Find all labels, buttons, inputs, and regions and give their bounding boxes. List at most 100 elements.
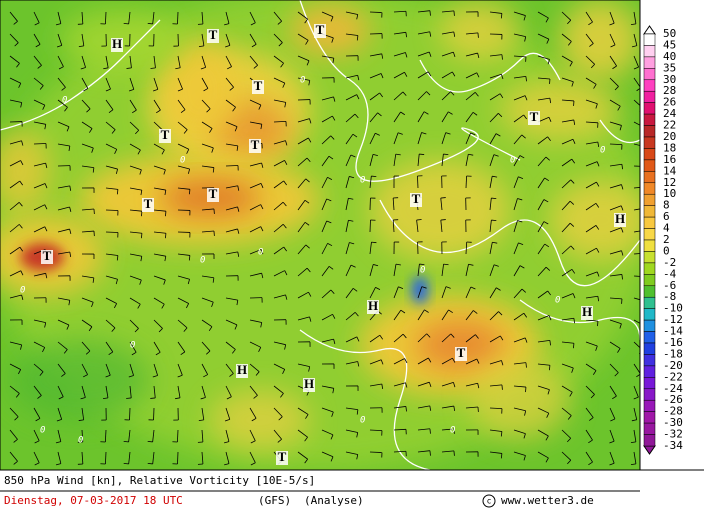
wind-barb — [345, 113, 356, 123]
wind-barb-flag — [379, 92, 383, 98]
wind-barb-flag — [614, 372, 619, 377]
pressure-label: H — [582, 304, 592, 319]
wind-barb — [57, 251, 70, 255]
wind-barb-flag — [523, 114, 527, 120]
wind-barb — [81, 165, 94, 169]
wind-barb — [345, 74, 358, 79]
wind-barb — [345, 94, 357, 101]
wind-barb — [321, 429, 334, 436]
wind-barb-flag — [225, 44, 231, 48]
pressure-label-bg — [581, 306, 593, 320]
wind-barb-flag — [88, 326, 93, 332]
wind-barb-flag — [330, 16, 334, 22]
wind-barb-flag — [250, 22, 256, 26]
wind-barb-flag — [304, 221, 310, 226]
wind-barb-flag — [349, 176, 355, 179]
wind-barb — [441, 31, 454, 35]
wind-barb-flag — [13, 460, 18, 465]
wind-barb-flag — [429, 382, 432, 388]
pressure-label-bg — [276, 451, 288, 465]
wind-barb-flag — [597, 296, 600, 302]
wind-barb — [345, 220, 349, 233]
colorbar-box — [643, 68, 656, 81]
wind-barb-flag — [421, 286, 427, 289]
wind-barb-flag — [260, 322, 263, 328]
wind-barb — [33, 121, 46, 125]
wind-barb — [177, 187, 190, 190]
wind-barb-flag — [237, 228, 240, 234]
wind-barb — [609, 451, 615, 464]
wind-barb-flag — [630, 441, 636, 444]
wind-barb-flag — [306, 157, 311, 163]
wind-barb-flag — [123, 22, 129, 25]
wind-barb-flag — [131, 351, 137, 356]
wind-barb — [465, 175, 467, 189]
colorbar-label: -6 — [663, 279, 676, 292]
wind-barb-flag — [573, 119, 576, 125]
wind-barb-flag — [428, 357, 432, 363]
wind-barb — [177, 55, 181, 68]
colorbar-label: 18 — [663, 141, 676, 154]
wind-barb — [585, 225, 597, 233]
wind-barb — [201, 341, 211, 352]
wind-barb — [177, 363, 183, 376]
wind-barb — [225, 363, 234, 374]
wind-barb — [513, 362, 526, 365]
wind-barb — [9, 224, 20, 233]
wind-barb-flag — [398, 286, 404, 289]
wind-barb — [33, 11, 40, 23]
wind-barb — [609, 33, 616, 46]
wind-barb-flag — [277, 438, 282, 443]
wind-barb — [81, 275, 94, 279]
vorticity-area — [440, 0, 520, 60]
wind-barb-flag — [404, 72, 408, 77]
wind-barb — [321, 338, 334, 343]
wind-barb-flag — [188, 189, 191, 195]
wind-barb — [561, 429, 571, 439]
wind-barb-flag — [183, 327, 188, 332]
wind-barb-flag — [524, 410, 527, 416]
wind-barb — [561, 293, 574, 299]
wind-barb-flag — [595, 203, 600, 208]
wind-barb — [9, 407, 19, 418]
wind-barb-flag — [69, 185, 72, 191]
colorbar-box — [643, 342, 656, 355]
wind-barb — [321, 266, 330, 277]
wind-barb — [345, 288, 354, 299]
colorbar-box — [643, 434, 656, 447]
wind-barb — [585, 271, 598, 277]
wind-barb — [537, 340, 550, 343]
wind-barb-flag — [636, 87, 640, 92]
wind-barb-flag — [405, 52, 408, 58]
wind-barb-flag — [590, 63, 595, 69]
wind-barb — [153, 121, 164, 131]
wind-barb-flag — [549, 365, 551, 371]
wind-barb-flag — [330, 434, 334, 440]
wind-barb-flag — [69, 251, 72, 258]
wind-barb-flag — [567, 41, 572, 46]
wind-barb — [57, 363, 66, 374]
wind-barb — [81, 121, 93, 129]
wind-barb-flag — [37, 395, 42, 399]
wind-barb-flag — [140, 256, 143, 262]
wind-barb — [609, 121, 622, 126]
wind-barb-flag — [226, 66, 232, 70]
wind-barb — [129, 77, 135, 90]
wind-barb — [177, 451, 179, 465]
vorticity-area — [10, 340, 150, 420]
wind-barb — [33, 272, 46, 277]
wind-barb — [57, 319, 70, 326]
wind-barb-flag — [610, 44, 616, 48]
colorbar-label: -24 — [663, 382, 683, 395]
wind-barb — [489, 133, 497, 145]
wind-barb-flag — [18, 369, 22, 375]
wind-barb — [225, 206, 238, 211]
wind-barb — [321, 11, 334, 18]
wind-barb — [105, 253, 118, 256]
wind-barb-flag — [333, 339, 336, 345]
wind-barb-flag — [330, 135, 335, 140]
wind-barb — [81, 451, 84, 464]
wind-barb — [465, 310, 474, 321]
wind-barb — [633, 385, 639, 398]
wind-barb-flag — [234, 126, 238, 132]
